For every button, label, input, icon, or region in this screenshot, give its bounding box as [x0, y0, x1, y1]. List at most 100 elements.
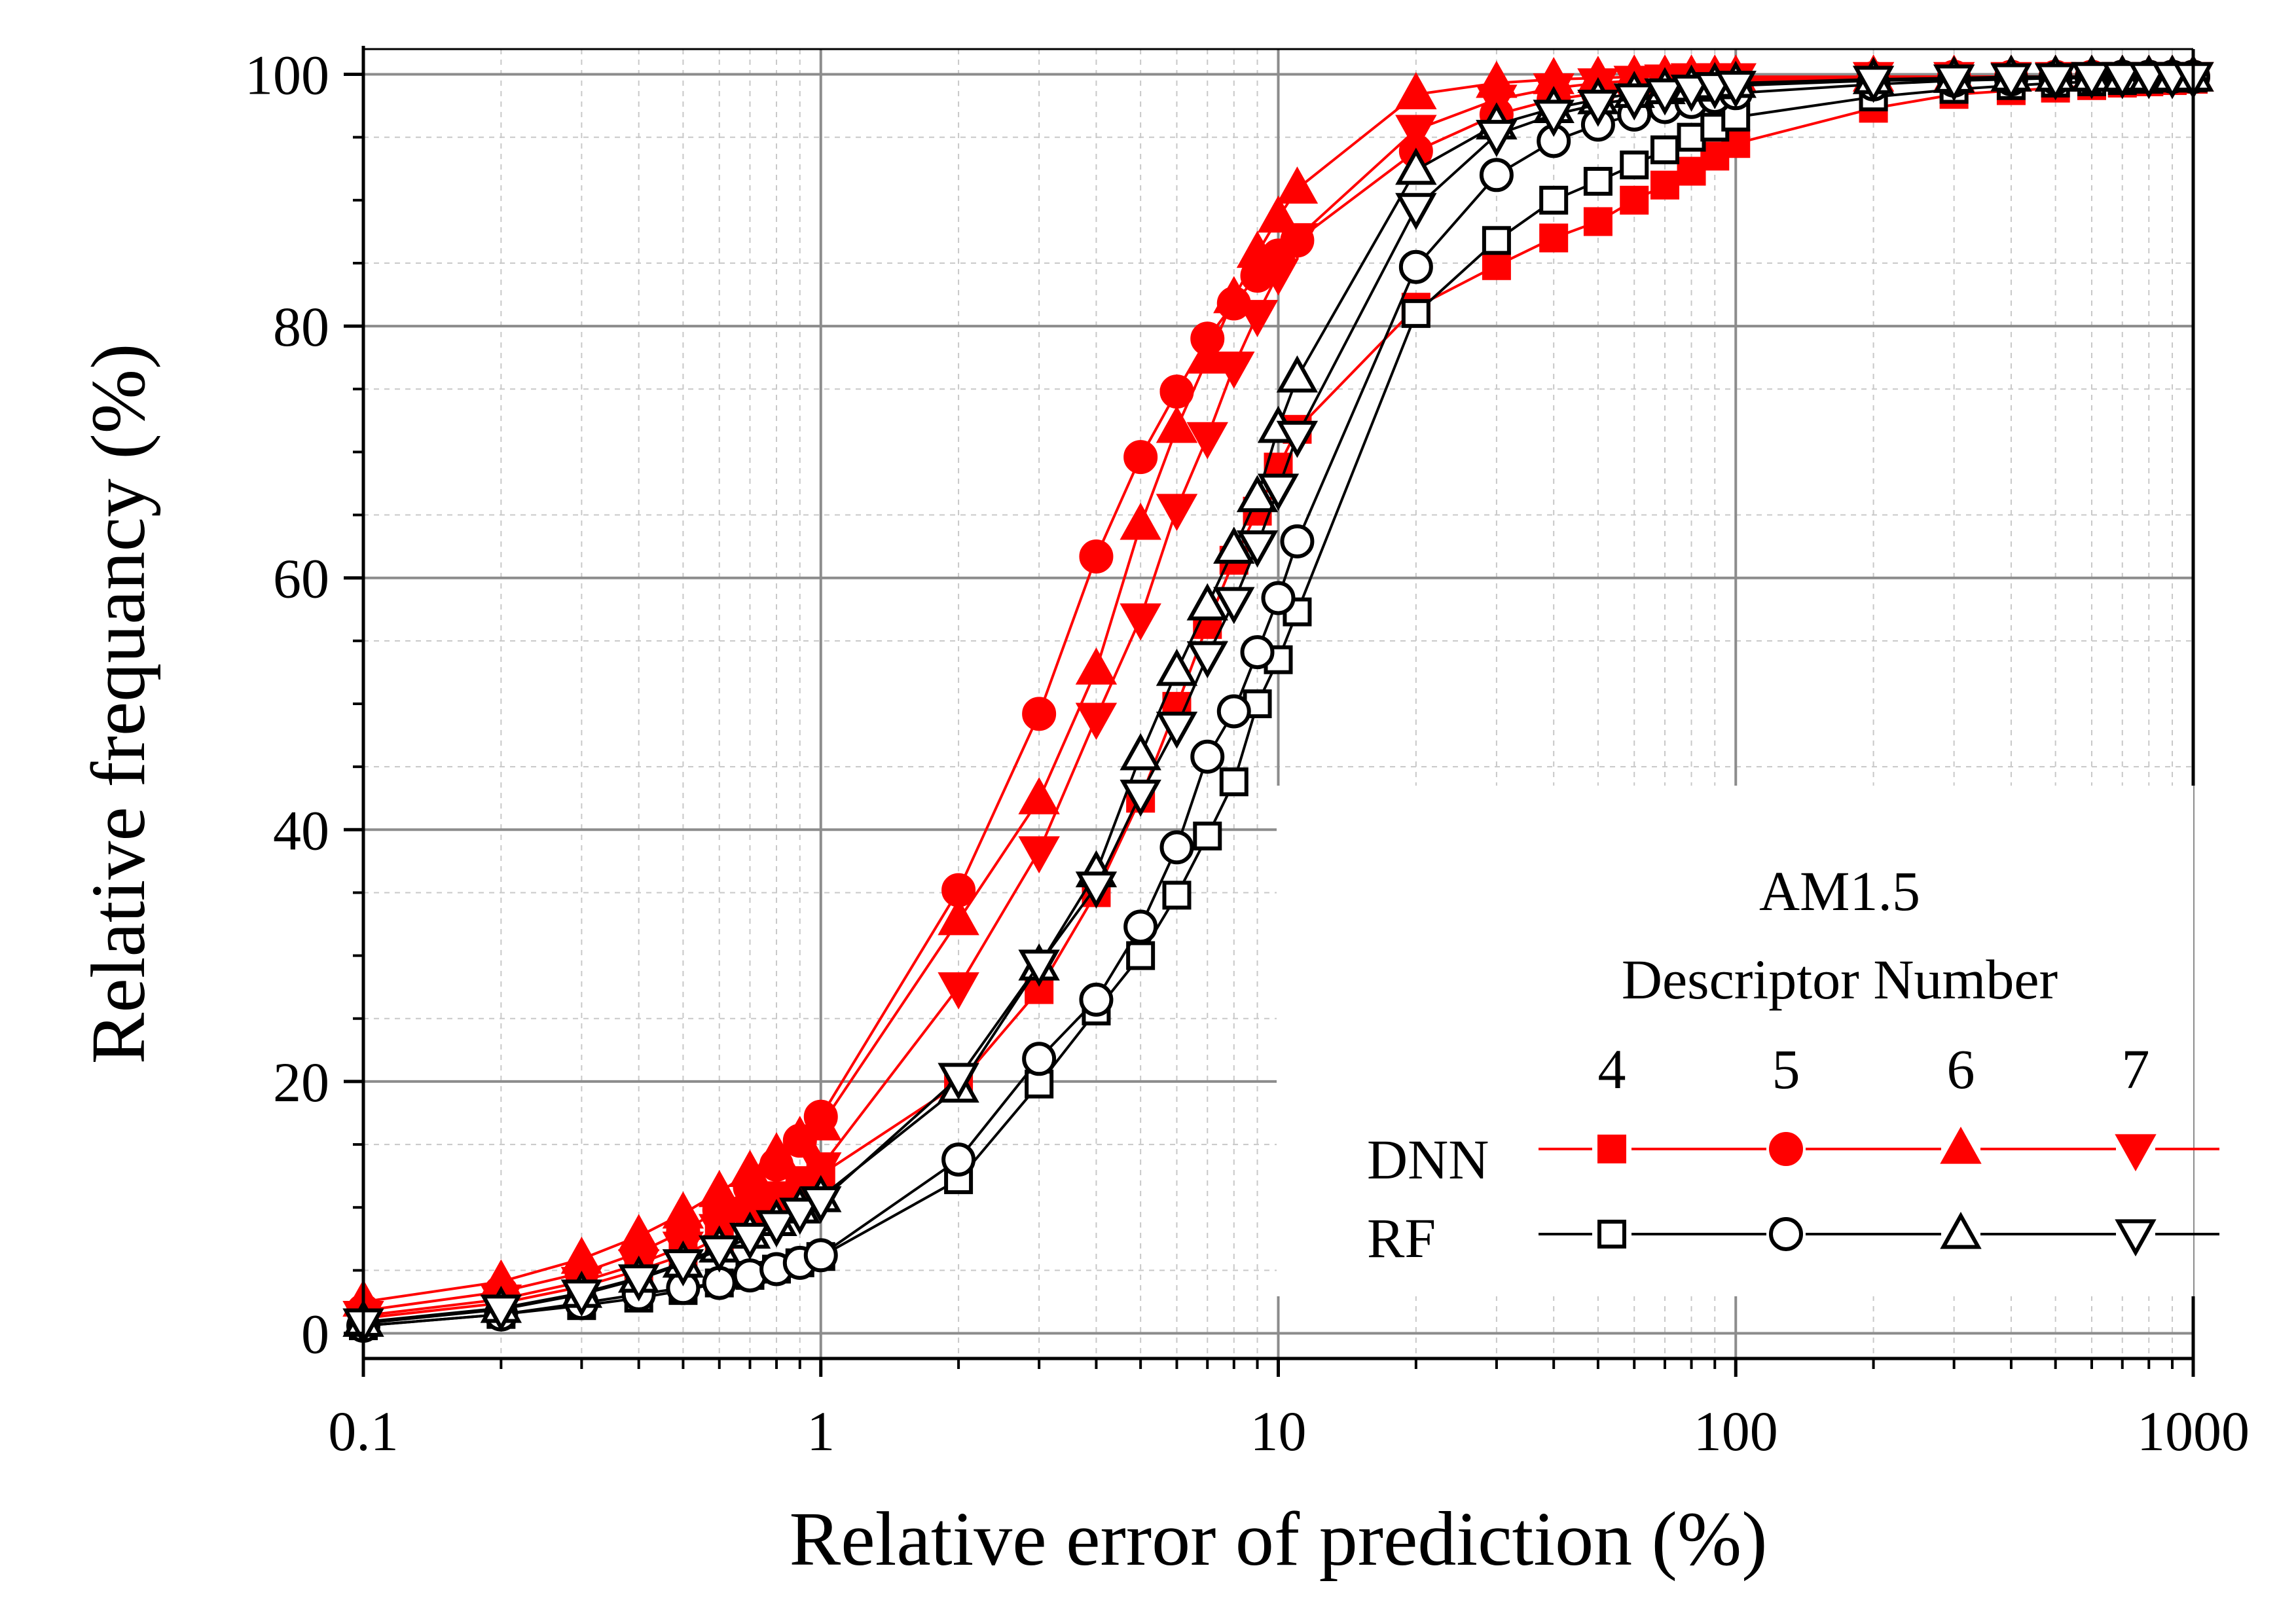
data-point	[699, 1235, 740, 1273]
data-point	[1193, 821, 1222, 850]
data-point	[729, 1222, 771, 1260]
y-tick-label: 20	[273, 1051, 329, 1114]
legend-marker	[2115, 1134, 2157, 1172]
data-point	[1186, 422, 1228, 460]
legend-column-label-6: 6	[1947, 1038, 1975, 1101]
data-point	[1644, 78, 1686, 116]
data-point	[1677, 156, 1706, 186]
data-point	[1395, 115, 1437, 153]
data-point	[1476, 120, 1518, 157]
data-point	[1120, 733, 1161, 771]
data-point	[1213, 526, 1255, 564]
legend: AM1.5 Descriptor Number 4 5 6 7 DNN RF	[1367, 860, 2219, 1269]
x-tick-label: 1000	[2137, 1400, 2250, 1463]
data-point	[1126, 941, 1156, 970]
data-point	[1022, 697, 1057, 731]
data-point	[1677, 122, 1706, 152]
data-point	[1257, 473, 1300, 511]
data-point	[1398, 249, 1433, 284]
legend-row-label-dnn: DNN	[1367, 1128, 1489, 1191]
data-point	[779, 1197, 821, 1235]
data-point	[1395, 147, 1437, 185]
legend-box	[1277, 786, 2193, 1296]
legend-marker	[1940, 1211, 1982, 1249]
data-point	[1257, 258, 1300, 296]
data-point	[1650, 135, 1680, 164]
data-point	[1079, 539, 1114, 574]
data-point	[1257, 195, 1300, 233]
data-point	[1156, 712, 1198, 749]
data-point	[1479, 158, 1514, 192]
x-tick-label: 10	[1250, 1400, 1307, 1463]
data-point	[800, 1103, 842, 1140]
x-tick-label: 0.1	[328, 1400, 399, 1463]
data-point	[1236, 230, 1279, 268]
data-point	[1933, 64, 1975, 102]
data-point	[1539, 223, 1569, 253]
legend-title-line-2: Descriptor Number	[1622, 948, 2058, 1011]
legend-column-label-5: 5	[1772, 1038, 1800, 1101]
data-point	[1583, 207, 1613, 236]
data-point	[1018, 949, 1060, 987]
data-point	[617, 1264, 660, 1302]
y-tick-label: 0	[301, 1303, 329, 1366]
data-point	[1162, 881, 1192, 910]
data-point	[756, 1210, 797, 1248]
legend-marker	[1597, 1220, 1626, 1249]
y-axis-label: Relative frequancy (%)	[75, 344, 161, 1065]
data-point	[662, 1249, 704, 1286]
data-point	[800, 1186, 842, 1224]
data-point	[1219, 767, 1248, 797]
data-point	[938, 898, 979, 936]
x-tick-label: 100	[1694, 1400, 1778, 1463]
data-point	[1395, 72, 1437, 109]
legend-column-label-7: 7	[2122, 1038, 2150, 1101]
data-point	[779, 1166, 821, 1203]
data-point	[1276, 166, 1319, 204]
data-point	[1120, 779, 1161, 817]
x-axis-label: Relative error of prediction (%)	[789, 1496, 1767, 1582]
data-point	[1620, 185, 1649, 215]
axes: 0.1 1 10 100 1000 0 20 40 60 80 100	[245, 43, 2250, 1463]
data-point	[1159, 830, 1194, 865]
data-point	[1186, 583, 1228, 621]
data-point	[1156, 494, 1198, 532]
data-point	[1120, 502, 1161, 540]
data-point	[1276, 420, 1319, 458]
y-tick-label: 40	[273, 799, 329, 862]
data-point	[1236, 300, 1279, 337]
legend-marker	[1597, 1135, 1626, 1163]
data-point	[1236, 475, 1279, 513]
data-point	[1190, 739, 1225, 774]
data-point	[2071, 62, 2113, 100]
data-point	[1213, 352, 1255, 389]
data-point	[941, 1142, 976, 1177]
data-point	[1533, 100, 1575, 137]
data-point	[1715, 71, 1757, 108]
data-point	[1123, 909, 1158, 944]
data-point	[938, 972, 979, 1010]
data-point	[1236, 530, 1279, 568]
data-point	[1620, 150, 1649, 179]
data-point	[803, 1238, 838, 1273]
data-point	[560, 1279, 603, 1317]
y-tick-label: 100	[245, 43, 329, 106]
data-point	[1482, 226, 1511, 255]
legend-row-label-rf: RF	[1367, 1207, 1436, 1269]
data-point	[1075, 647, 1118, 685]
y-tick-label: 80	[273, 295, 329, 358]
data-point	[1075, 871, 1118, 909]
data-point	[617, 1214, 660, 1252]
data-point	[1280, 524, 1315, 558]
series-rf-7	[342, 62, 2214, 1346]
data-point	[1613, 83, 1655, 121]
series-layer	[342, 54, 2214, 1346]
data-point	[1539, 185, 1569, 215]
legend-marker	[1769, 1217, 1803, 1251]
data-point	[480, 1294, 522, 1332]
data-point	[1186, 641, 1228, 679]
data-point	[1123, 440, 1158, 475]
data-point	[2034, 63, 2077, 101]
legend-marker	[1940, 1126, 1982, 1164]
